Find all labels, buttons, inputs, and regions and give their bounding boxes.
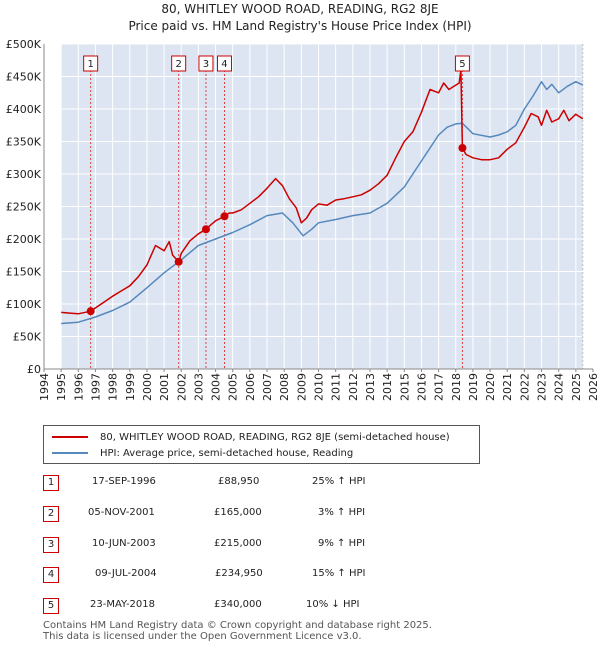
x-tick-label: 2008: [278, 373, 291, 401]
chart-title-line1: 80, WHITLEY WOOD ROAD, READING, RG2 8JE: [161, 2, 439, 16]
sale-row: 5 23-MAY-2018 £340,000 10% ↓ HPI: [0, 598, 600, 614]
x-tick-label: 2020: [484, 373, 497, 401]
x-tick-label: 2000: [141, 373, 154, 401]
x-tick-label: 1995: [55, 373, 68, 401]
sale-hpi-diff: 25% ↑ HPI: [312, 476, 366, 487]
chart-title-line2: Price paid vs. HM Land Registry's House …: [128, 19, 472, 33]
x-tick-label: 2021: [501, 373, 514, 401]
price-chart: £0 £50K £100K £150K £200K £250K £300K £350K £400…: [6, 38, 600, 401]
sale-date: 23-MAY-2018: [90, 599, 156, 610]
sale-point: [458, 144, 467, 152]
x-tick-label: 1998: [107, 373, 120, 401]
sale-marker-box: [83, 55, 99, 72]
sale-date: 10-JUN-2003: [92, 538, 156, 549]
x-tick-label: 2019: [467, 373, 480, 401]
sale-marker-box: [171, 55, 187, 72]
sale-point: [201, 225, 210, 234]
x-tick-label: 2010: [313, 373, 326, 401]
y-tick-label: £50K: [13, 331, 42, 344]
x-tick-label: 2011: [330, 373, 343, 401]
chart-legend: 80, WHITLEY WOOD ROAD, READING, RG2 8JE …: [43, 425, 480, 464]
x-tick-label: 2015: [398, 373, 411, 401]
legend-swatch-property: [52, 436, 88, 438]
legend-label-property: 80, WHITLEY WOOD ROAD, READING, RG2 8JE …: [100, 431, 450, 443]
sale-price: £234,950: [215, 568, 263, 579]
y-tick-label: £250K: [6, 201, 42, 214]
x-tick-label: 2003: [192, 373, 205, 401]
x-tick-label: 1999: [124, 373, 137, 401]
x-tick-label: 2013: [364, 373, 377, 401]
x-tick-label: 1994: [38, 373, 51, 401]
sale-number-badge: 1: [43, 475, 59, 491]
sale-row: 4 09-JUL-2004 £234,950 15% ↑ HPI: [0, 567, 600, 583]
x-tick-label: 2024: [553, 373, 566, 401]
sale-marker-box: [198, 55, 214, 72]
sale-price: £88,950: [218, 476, 260, 487]
sale-row: 1 17-SEP-1996 £88,950 25% ↑ HPI: [0, 475, 600, 491]
y-tick-label: £200K: [6, 233, 42, 246]
sale-row: 3 10-JUN-2003 £215,000 9% ↑ HPI: [0, 537, 600, 553]
x-tick-label: 2017: [433, 373, 446, 401]
sale-hpi-diff: 10% ↓ HPI: [306, 599, 360, 610]
x-tick-label: 2022: [518, 373, 531, 401]
sale-point: [86, 307, 95, 316]
y-tick-label: £100K: [6, 298, 42, 311]
sale-number-badge: 4: [43, 567, 59, 583]
x-tick-label: 2002: [175, 373, 188, 401]
sale-hpi-diff: 9% ↑ HPI: [318, 538, 366, 549]
y-tick-label: £150K: [6, 266, 42, 279]
y-tick-label: £300K: [6, 168, 42, 181]
x-tick-label: 2026: [587, 373, 600, 401]
sale-marker-box: [216, 55, 232, 72]
sale-marker-label: 4: [221, 59, 227, 70]
x-tick-label: 2014: [381, 373, 394, 401]
sale-marker-label: 5: [459, 59, 465, 70]
legend-label-hpi: HPI: Average price, semi-detached house,…: [100, 447, 354, 459]
y-tick-label: £350K: [6, 136, 42, 149]
sale-date: 05-NOV-2001: [88, 507, 155, 518]
x-tick-label: 2012: [347, 373, 360, 401]
y-tick-label: £0: [27, 363, 41, 376]
legend-entry-hpi: HPI: Average price, semi-detached house,…: [52, 446, 353, 460]
x-tick-label: 2018: [450, 373, 463, 401]
sale-price: £215,000: [214, 538, 262, 549]
sale-number-badge: 2: [43, 506, 59, 522]
x-tick-label: 2023: [536, 373, 549, 401]
sale-marker-label: 2: [175, 59, 181, 70]
sale-date: 17-SEP-1996: [92, 476, 156, 487]
legend-swatch-hpi: [52, 452, 88, 454]
sale-date: 09-JUL-2004: [95, 568, 157, 579]
x-tick-label: 1996: [72, 373, 85, 401]
sale-price: £165,000: [214, 507, 262, 518]
sale-hpi-diff: 15% ↑ HPI: [312, 568, 366, 579]
y-tick-label: £450K: [6, 71, 42, 84]
x-tick-label: 1997: [89, 373, 102, 401]
y-tick-label: £400K: [6, 103, 42, 116]
sale-row: 2 05-NOV-2001 £165,000 3% ↑ HPI: [0, 506, 600, 522]
x-tick-label: 2004: [210, 373, 223, 401]
sale-point: [220, 212, 229, 221]
series-line-property: [61, 69, 584, 315]
x-tick-label: 2025: [570, 373, 583, 401]
x-tick-label: 2009: [295, 373, 308, 401]
x-tick-label: 2007: [261, 373, 274, 401]
sale-marker-label: 1: [87, 59, 93, 70]
sale-marker-label: 3: [203, 59, 209, 70]
sale-number-badge: 5: [43, 598, 59, 614]
x-tick-label: 2006: [244, 373, 257, 401]
x-tick-label: 2016: [415, 373, 428, 401]
legend-entry-property: 80, WHITLEY WOOD ROAD, READING, RG2 8JE …: [52, 430, 450, 444]
x-tick-label: 2005: [227, 373, 240, 401]
sale-number-badge: 3: [43, 537, 59, 553]
footer-copyright: Contains HM Land Registry data © Crown c…: [43, 620, 432, 631]
sale-hpi-diff: 3% ↑ HPI: [318, 507, 366, 518]
y-tick-label: £500K: [6, 38, 42, 51]
x-tick-label: 2001: [158, 373, 171, 401]
sale-marker-box: [454, 55, 470, 72]
sale-point: [174, 257, 183, 266]
footer-licence-text: This data is licensed under the Open Gov…: [43, 631, 362, 642]
sale-price: £340,000: [214, 599, 262, 610]
footer-licence: Contains HM Land Registry data © Crown c…: [43, 620, 432, 642]
